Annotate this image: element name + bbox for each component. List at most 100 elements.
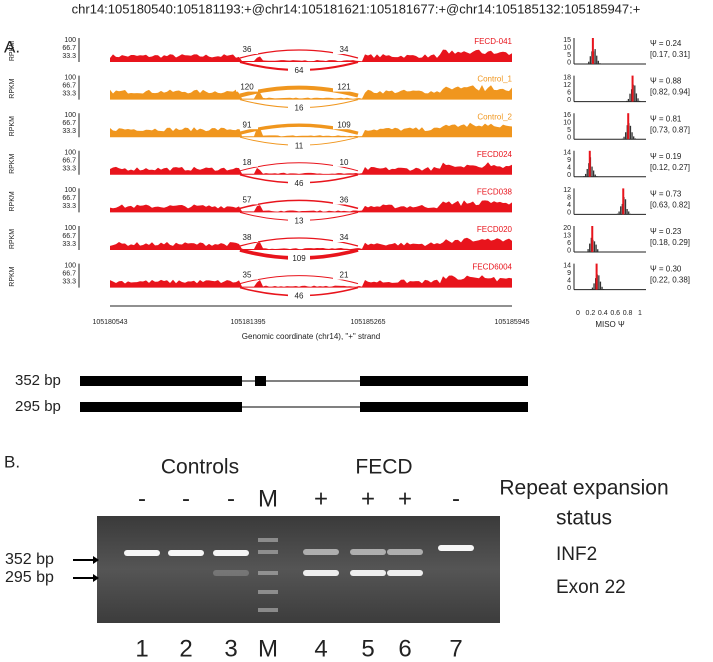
junction-count: 11 bbox=[295, 141, 304, 150]
label-bg bbox=[333, 270, 355, 280]
junction-count: 64 bbox=[295, 66, 304, 75]
coverage bbox=[110, 122, 512, 138]
junction-count: 35 bbox=[243, 271, 252, 280]
lane-number: 1 bbox=[135, 635, 148, 662]
hist-y-tick: 4 bbox=[567, 165, 571, 172]
exon bbox=[360, 402, 528, 412]
sample-name: FECD6004 bbox=[472, 263, 512, 272]
gel-band bbox=[438, 545, 474, 551]
hist-bar bbox=[597, 249, 599, 252]
lane-number: 5 bbox=[361, 635, 374, 662]
hist-bar bbox=[634, 85, 636, 102]
hist-bar bbox=[629, 213, 631, 215]
hist-bar bbox=[635, 93, 638, 102]
ladder-band bbox=[258, 571, 278, 575]
lane-number: 2 bbox=[179, 635, 192, 662]
gel bbox=[97, 516, 500, 623]
hist-x-label: MISO Ψ bbox=[595, 320, 625, 329]
junction-count: 34 bbox=[340, 45, 349, 54]
hist-bar bbox=[620, 206, 622, 215]
gel-band bbox=[213, 550, 249, 556]
sample-name: FECD038 bbox=[477, 188, 513, 197]
hist-y-tick: 18 bbox=[563, 74, 571, 81]
label-bg bbox=[288, 216, 310, 226]
hist-x-tick: 0 bbox=[576, 310, 580, 317]
rpkm-tick: 66.7 bbox=[62, 158, 76, 165]
lane-number: 7 bbox=[449, 635, 462, 662]
label-bg bbox=[236, 233, 258, 242]
hist-bar bbox=[583, 176, 585, 177]
hist-bar bbox=[628, 211, 630, 215]
rpkm-tick: 66.7 bbox=[62, 45, 76, 52]
rpkm-tick: 100 bbox=[64, 112, 76, 119]
isoform-label: 295 bp bbox=[15, 398, 61, 415]
lane-status: + bbox=[314, 485, 328, 512]
hist-bar bbox=[588, 61, 590, 64]
status-title: status bbox=[556, 507, 612, 530]
rpkm-tick: 100 bbox=[64, 225, 76, 232]
gel-band bbox=[350, 570, 386, 576]
header: chr14:105180540:105181193:+@chr14:105181… bbox=[72, 1, 641, 16]
label-bg bbox=[236, 270, 258, 280]
junction-count: 38 bbox=[243, 233, 252, 242]
lane-number: M bbox=[258, 635, 278, 662]
rpkm-label: RPKM bbox=[9, 191, 16, 211]
hist-bar bbox=[623, 136, 625, 140]
hist-bar bbox=[599, 63, 601, 64]
hist-x-tick: 1 bbox=[638, 310, 642, 317]
junction-arc bbox=[239, 237, 359, 247]
junction-arc bbox=[239, 275, 359, 285]
rpkm-tick: 33.3 bbox=[62, 90, 76, 97]
hist-bar bbox=[599, 281, 602, 290]
label-bg bbox=[236, 82, 258, 92]
junction-count: 109 bbox=[292, 254, 306, 263]
hist-y-tick: 0 bbox=[567, 247, 571, 254]
hist-bar bbox=[584, 173, 587, 177]
hist-y-tick: 12 bbox=[563, 82, 571, 89]
psi-ci: [0.17, 0.31] bbox=[650, 50, 690, 59]
junction-count: 21 bbox=[340, 271, 349, 280]
arrowhead bbox=[93, 556, 99, 564]
hist-y-tick: 12 bbox=[563, 187, 571, 194]
junction-arc bbox=[239, 49, 359, 59]
exon bbox=[80, 376, 242, 386]
hist-y-tick: 13 bbox=[563, 232, 571, 239]
hist-y-tick: 9 bbox=[567, 270, 571, 277]
lane-number: 4 bbox=[314, 635, 327, 662]
junction-count: 10 bbox=[340, 158, 349, 167]
ladder-band bbox=[258, 590, 278, 594]
ladder-band bbox=[258, 538, 278, 542]
hist-bar bbox=[595, 244, 597, 252]
hist-y-tick: 0 bbox=[567, 135, 571, 142]
rpkm-tick: 33.3 bbox=[62, 241, 76, 248]
rpkm-tick: 66.7 bbox=[62, 82, 76, 89]
junction-arc bbox=[239, 123, 359, 135]
junction-count: 18 bbox=[243, 158, 252, 167]
psi-ci: [0.18, 0.29] bbox=[650, 238, 690, 247]
rpkm-tick: 66.7 bbox=[62, 195, 76, 202]
junction-count: 91 bbox=[243, 120, 252, 129]
junction-count: 36 bbox=[340, 196, 349, 205]
label-bg bbox=[236, 195, 258, 205]
hist-y-tick: 10 bbox=[563, 44, 571, 51]
hist-bar bbox=[589, 56, 591, 64]
isoform-label: 352 bp bbox=[15, 372, 61, 389]
hist-bar bbox=[590, 289, 592, 290]
hist-y-tick: 0 bbox=[567, 97, 571, 104]
rpkm-tick: 100 bbox=[64, 187, 76, 194]
junction-arc bbox=[239, 85, 359, 98]
ladder-band bbox=[258, 608, 278, 612]
hist-bar bbox=[585, 251, 588, 252]
lane-status: + bbox=[361, 485, 375, 512]
psi: Ψ = 0.23 bbox=[650, 227, 682, 236]
hist-bar bbox=[598, 275, 600, 290]
rpkm-tick: 66.7 bbox=[62, 120, 76, 127]
sample-name: FECD-041 bbox=[474, 37, 512, 46]
hist-bar bbox=[629, 125, 632, 140]
x-tick: 105180543 bbox=[92, 319, 127, 326]
rpkm-tick: 66.7 bbox=[62, 233, 76, 240]
label-bg bbox=[333, 45, 355, 54]
hist-bar bbox=[629, 93, 631, 102]
gene-label: Exon 22 bbox=[556, 577, 626, 598]
